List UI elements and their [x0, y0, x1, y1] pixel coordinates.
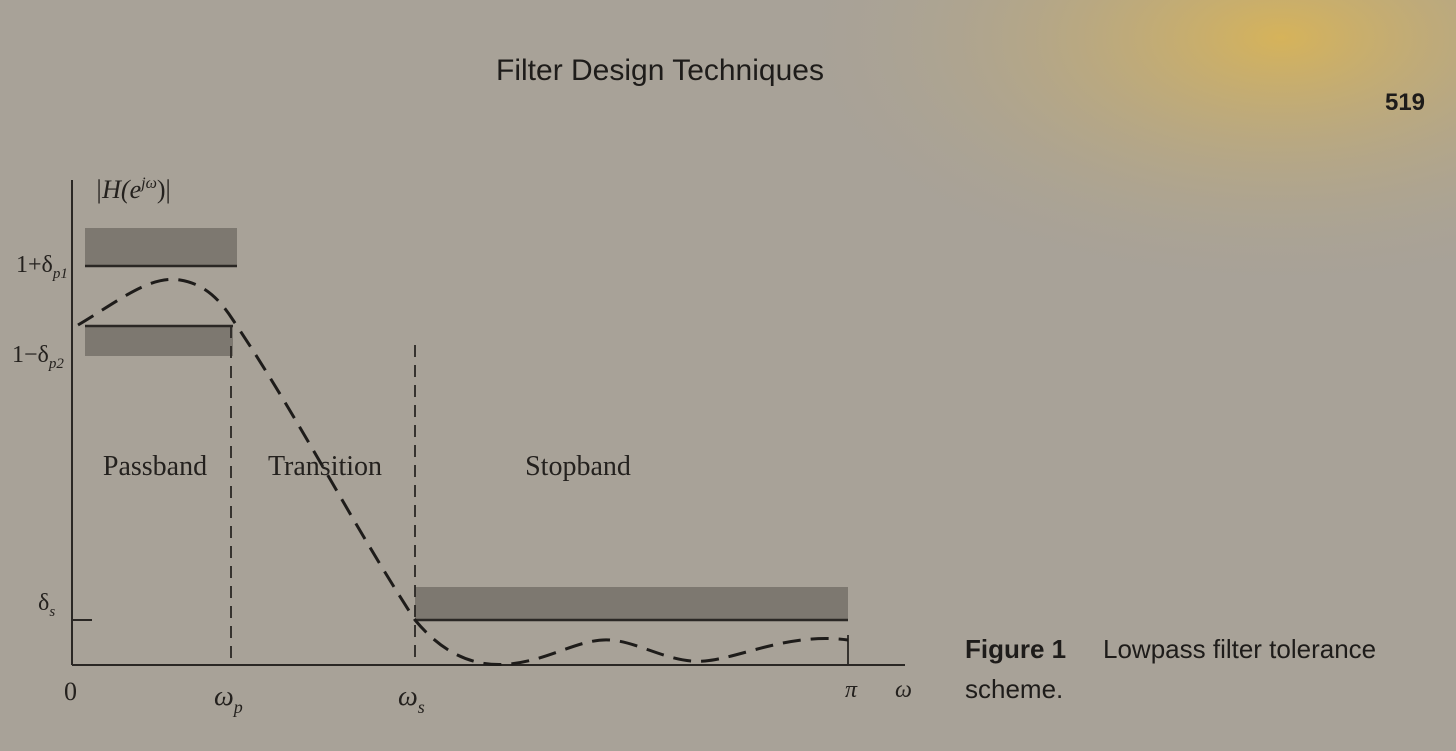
region-label: Stopband [525, 451, 631, 482]
y-label-sub: s [49, 604, 55, 620]
stop-tolerance-band [415, 587, 848, 620]
x-label: ωs [398, 681, 425, 717]
y-label: 1−δp2 [12, 342, 64, 372]
y-label-main: δ [38, 590, 49, 616]
x-label-sub: s [418, 697, 425, 717]
x-label-main: 0 [64, 677, 77, 706]
lower-tolerance-band [85, 326, 233, 356]
x-label-main: ω [214, 681, 234, 712]
y-label: δs [38, 590, 55, 620]
y-label-main: 1+δ [16, 252, 53, 278]
region-label: Transition [268, 451, 382, 482]
x-label: ωp [214, 681, 243, 717]
region-label: Passband [103, 451, 207, 482]
header-title: Filter Design Techniques [496, 54, 824, 87]
y-label-sup: jω [139, 175, 157, 192]
x-label: π [845, 677, 858, 703]
y-axis-label: |H(ejω)| [95, 175, 171, 204]
y-label-main: 1−δ [12, 342, 49, 368]
caption-line: Lowpass filter tolerance [1103, 634, 1376, 664]
caption-label: Figure 1 [965, 634, 1066, 664]
x-label: 0 [64, 677, 77, 706]
x-label-main: π [845, 677, 858, 703]
y-label-after: )| [157, 175, 171, 204]
y-label-sub: p1 [52, 266, 68, 282]
response-curve [77, 277, 849, 667]
page-number: 519 [1385, 89, 1425, 116]
x-label-main: ω [398, 681, 418, 712]
x-label-sub: p [232, 697, 243, 717]
x-label: ω [895, 677, 912, 703]
y-label: 1+δp1 [16, 252, 68, 282]
diagram [71, 180, 905, 667]
x-label-main: ω [895, 677, 912, 703]
upper-tolerance-band [85, 228, 237, 266]
y-label-sub: p2 [48, 356, 65, 372]
caption-line: scheme. [965, 674, 1063, 704]
y-label-before: |H(e [95, 175, 141, 204]
